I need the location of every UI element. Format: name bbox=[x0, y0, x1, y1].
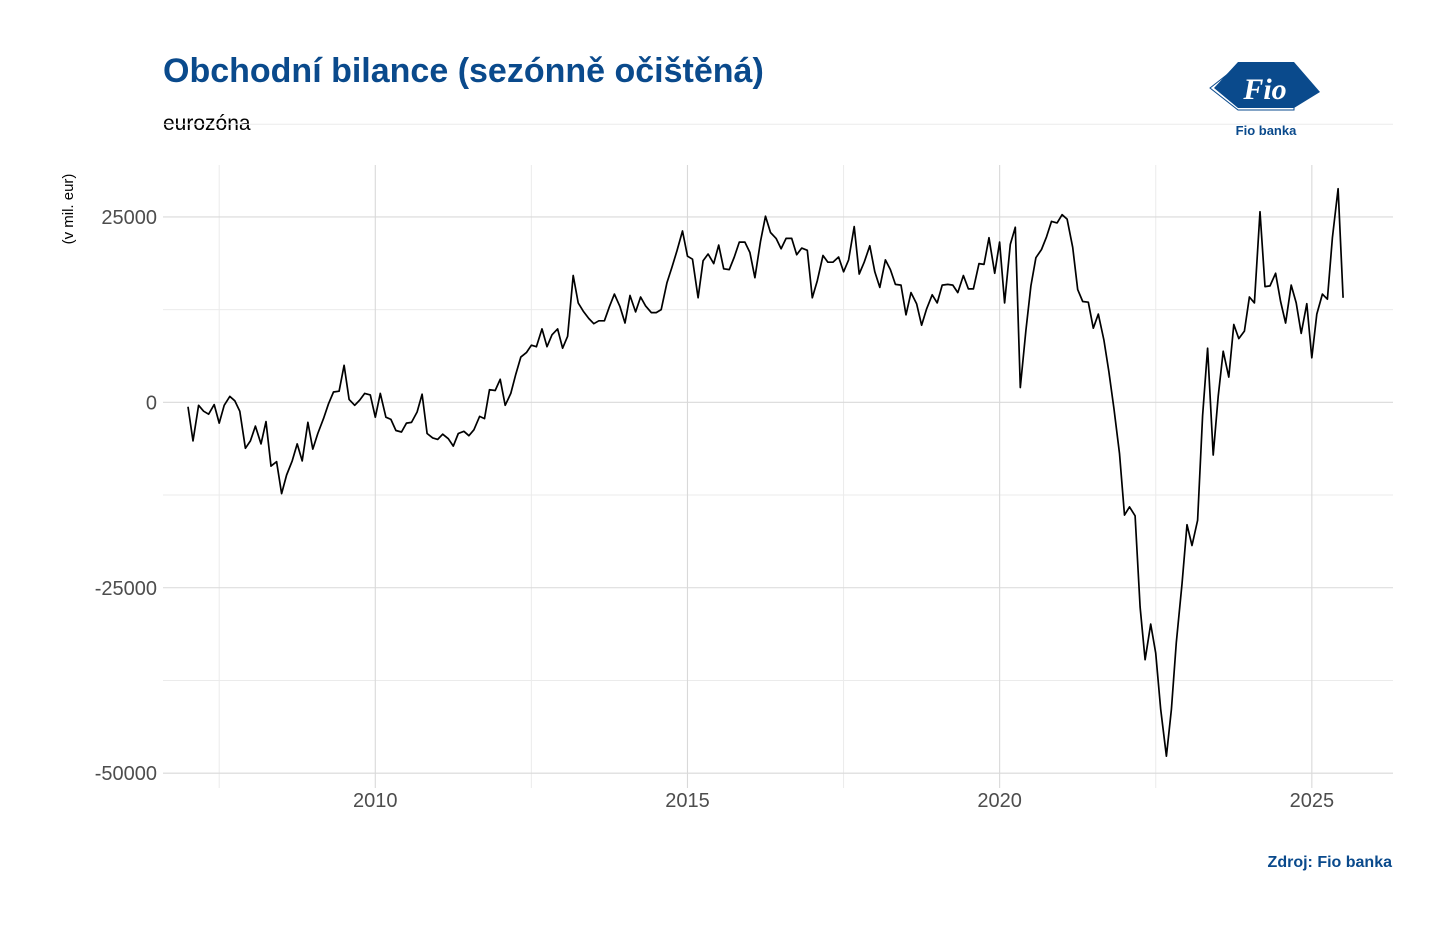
fio-banka-logo: Fio Fio banka bbox=[1209, 62, 1320, 138]
y-axis-label: (v mil. eur) bbox=[60, 174, 77, 245]
x-tick-label: 2025 bbox=[1290, 790, 1335, 812]
chart-title: Obchodní bilance (sezónně očištěná) bbox=[163, 52, 764, 90]
logo-outline-shape bbox=[1209, 65, 1295, 111]
y-tick-labels: -50000 -25000 0 25000 bbox=[95, 207, 157, 785]
chart-subtitle: eurozóna bbox=[163, 112, 251, 135]
series-group bbox=[187, 187, 1344, 757]
x-tick-labels: 2010 2015 2020 2025 bbox=[353, 790, 1334, 812]
logo-label: Fio banka bbox=[1236, 123, 1297, 138]
y-tick-label: 0 bbox=[146, 392, 157, 414]
y-tick-label: -50000 bbox=[95, 763, 157, 785]
major-gridlines bbox=[163, 165, 1393, 788]
trade-balance-line bbox=[187, 187, 1344, 757]
x-tick-label: 2010 bbox=[353, 790, 398, 812]
minor-gridlines bbox=[163, 123, 1393, 788]
source-caption: Zdroj: Fio banka bbox=[1267, 854, 1392, 871]
x-tick-label: 2020 bbox=[977, 790, 1022, 812]
y-tick-label: 25000 bbox=[101, 207, 157, 229]
logo-wordmark: Fio bbox=[1242, 73, 1286, 106]
y-tick-label: -25000 bbox=[95, 578, 157, 600]
x-tick-label: 2015 bbox=[665, 790, 710, 812]
